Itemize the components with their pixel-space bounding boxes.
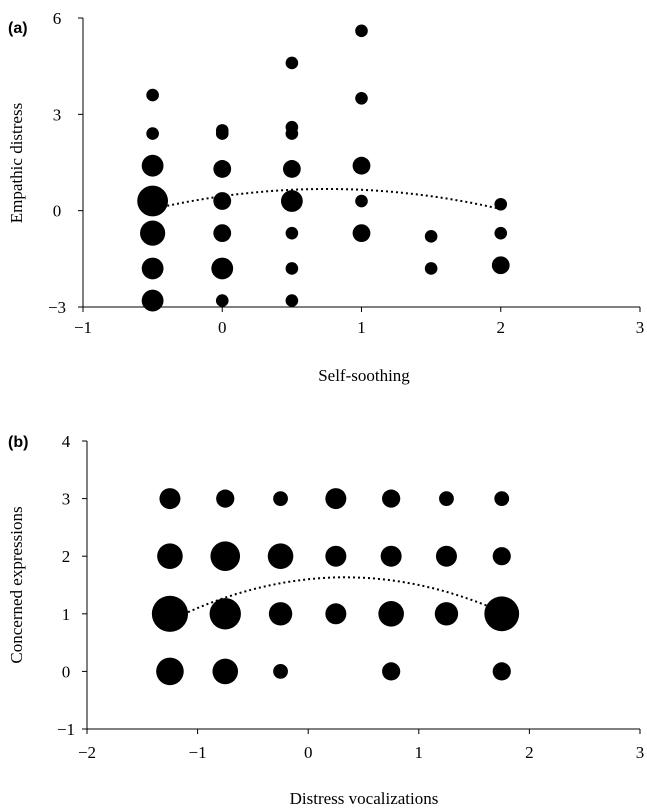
data-point <box>213 160 232 178</box>
x-tick-label: 1 <box>357 318 366 337</box>
data-point <box>212 658 239 685</box>
y-tick-label: 3 <box>62 490 71 509</box>
x-tick-label: −2 <box>78 743 96 762</box>
data-point <box>352 224 371 243</box>
data-point <box>216 489 235 508</box>
data-point <box>211 257 234 280</box>
data-point <box>492 547 511 566</box>
panel-b-trendline <box>169 576 503 622</box>
data-point <box>355 24 368 38</box>
data-point <box>285 127 299 140</box>
data-point <box>151 595 189 632</box>
data-point <box>159 488 181 510</box>
x-tick-label: 0 <box>218 318 227 337</box>
x-tick-label: −1 <box>189 743 207 762</box>
panel-a-x-label: Self-soothing <box>318 366 410 385</box>
data-point <box>146 88 159 102</box>
data-point <box>382 489 401 508</box>
data-point <box>424 230 438 243</box>
y-tick-label: −1 <box>57 720 75 739</box>
panel-a-x-ticks: −1 0 1 2 3 <box>74 307 644 337</box>
data-point <box>273 664 288 679</box>
data-point <box>280 190 303 212</box>
y-tick-label: 3 <box>53 105 62 124</box>
data-point <box>439 491 454 506</box>
data-point <box>141 154 164 177</box>
data-point <box>434 602 459 626</box>
x-tick-label: 2 <box>525 743 534 762</box>
data-point <box>494 197 508 211</box>
data-point <box>285 226 299 240</box>
data-point <box>380 545 402 567</box>
data-point <box>494 491 510 506</box>
panel-a-y-ticks: −3 0 3 6 <box>48 9 83 317</box>
panel-a: (a) −3 0 3 6 −1 0 1 2 3 Self-soothing Empathic … <box>7 9 644 385</box>
panel-b-label: (b) <box>8 434 28 451</box>
data-point <box>213 224 232 243</box>
data-point <box>146 127 159 140</box>
data-point <box>268 602 293 626</box>
data-point <box>355 91 368 105</box>
data-point <box>141 289 164 312</box>
data-point <box>157 543 183 569</box>
data-point <box>282 160 301 178</box>
data-point <box>215 294 229 307</box>
panel-b-x-label: Distress vocalizations <box>290 789 439 808</box>
x-tick-label: 3 <box>636 743 645 762</box>
panel-a-y-label: Empathic distress <box>7 103 26 223</box>
data-point <box>325 488 347 510</box>
y-tick-label: 6 <box>53 9 62 28</box>
data-point <box>325 603 347 625</box>
data-point <box>285 56 299 70</box>
y-tick-label: 2 <box>62 547 71 566</box>
data-point <box>494 226 508 240</box>
data-point <box>285 262 299 275</box>
data-point <box>141 257 164 280</box>
panel-a-trendline <box>152 188 502 211</box>
data-point <box>215 127 229 140</box>
data-point <box>424 262 438 275</box>
data-point <box>156 657 184 686</box>
panel-a-label: (a) <box>8 20 28 37</box>
data-point <box>213 192 232 210</box>
x-tick-label: 2 <box>497 318 506 337</box>
data-point <box>352 156 371 175</box>
data-point <box>484 596 520 632</box>
x-tick-label: 1 <box>415 743 424 762</box>
x-tick-label: 0 <box>304 743 313 762</box>
x-tick-label: 3 <box>636 318 645 337</box>
data-point <box>273 491 288 506</box>
data-point <box>492 662 511 681</box>
x-tick-label: −1 <box>74 318 92 337</box>
y-tick-label: 4 <box>62 432 71 451</box>
y-tick-label: −3 <box>48 298 66 317</box>
data-point <box>267 543 294 569</box>
data-point <box>285 294 299 307</box>
data-point <box>378 601 404 627</box>
data-point <box>435 545 457 567</box>
data-point <box>355 194 368 208</box>
panel-b-y-label: Concerned expressions <box>7 506 26 663</box>
data-point <box>209 598 241 630</box>
panel-a-points <box>137 24 510 312</box>
y-tick-label: 1 <box>62 605 71 624</box>
data-point <box>382 662 401 681</box>
panel-b-y-ticks: −1 0 1 2 3 4 <box>57 432 87 739</box>
data-point <box>140 220 166 246</box>
y-tick-label: 0 <box>53 202 62 221</box>
data-point <box>210 541 241 571</box>
data-point <box>137 185 169 217</box>
data-point <box>491 256 510 275</box>
data-point <box>325 545 347 567</box>
y-tick-label: 0 <box>62 662 71 681</box>
panel-b-points <box>151 488 520 686</box>
panel-b-x-ticks: −2 −1 0 1 2 3 <box>78 729 644 762</box>
